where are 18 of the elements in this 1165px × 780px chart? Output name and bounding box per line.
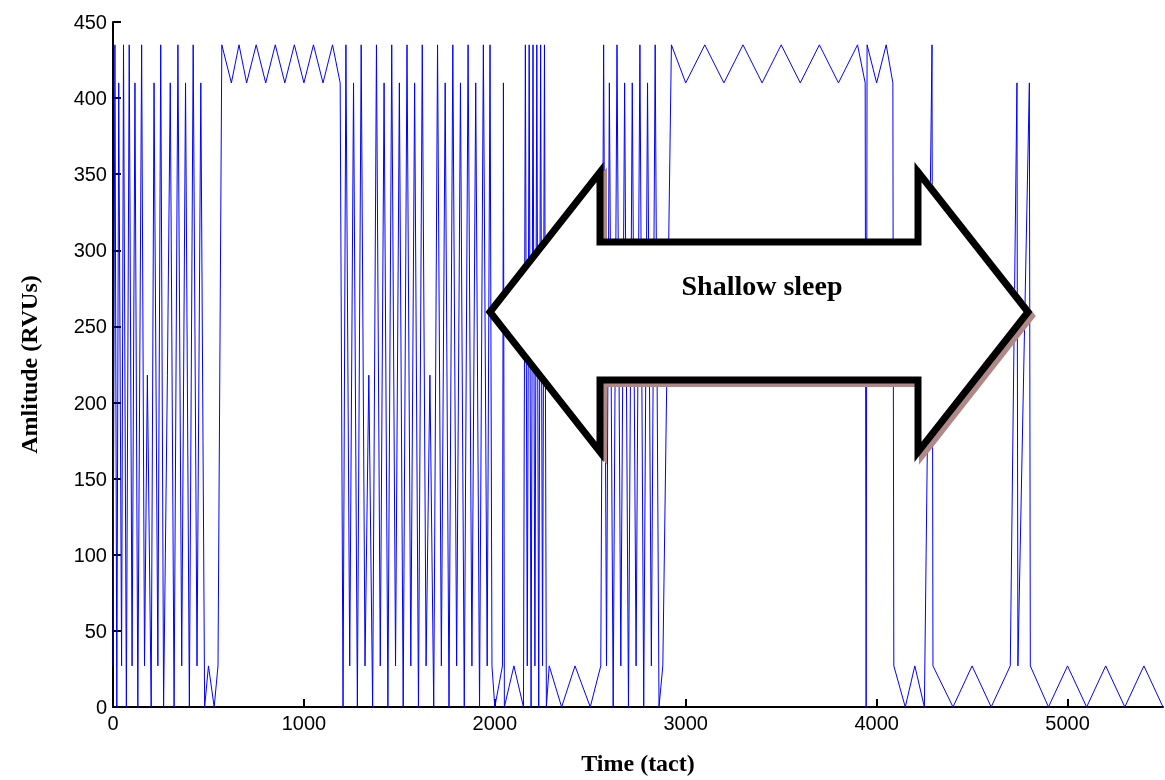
y-tick-label: 250 xyxy=(73,315,107,338)
x-tick-label: 1000 xyxy=(281,712,327,734)
y-tick-label: 0 xyxy=(95,696,107,718)
y-tick-label: 200 xyxy=(73,391,107,414)
y-tick-label: 300 xyxy=(73,239,107,262)
x-tick-label: 5000 xyxy=(1045,712,1090,734)
annotation: Shallow sleep xyxy=(681,270,843,301)
y-tick-label: 350 xyxy=(73,163,107,186)
x-tick-label: 4000 xyxy=(854,712,899,734)
y-tick-label: 100 xyxy=(73,543,107,566)
y-axis-title: Amlitude (RVUs) xyxy=(16,275,42,454)
y-tick-label: 450 xyxy=(73,11,107,33)
x-axis-title: Time (tact) xyxy=(581,750,695,776)
y-tick-label: 150 xyxy=(73,467,107,490)
x-tick-label: 3000 xyxy=(663,712,708,734)
y-tick-label: 50 xyxy=(84,619,107,642)
y-tick-label: 400 xyxy=(73,87,107,110)
x-tick-label: 2000 xyxy=(472,712,518,734)
